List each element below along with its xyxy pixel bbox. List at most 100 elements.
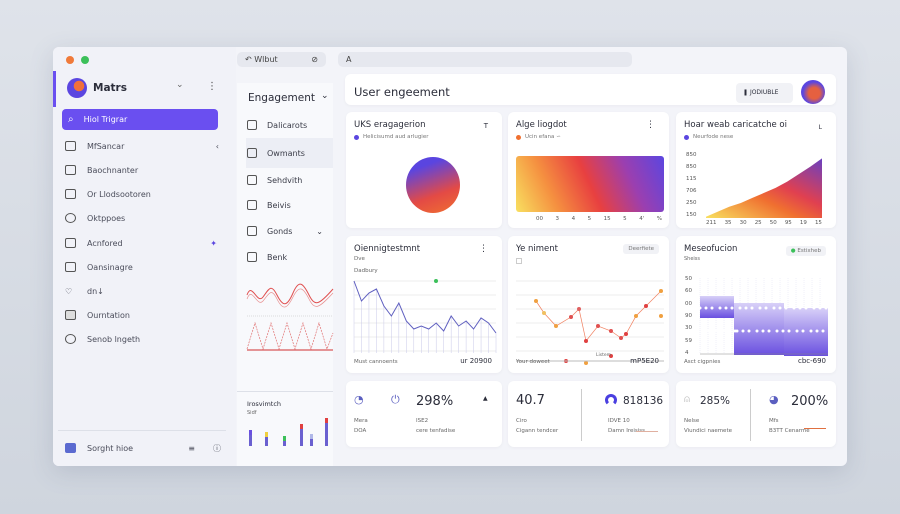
dense-dot [809,329,813,333]
nav-item-4[interactable]: Beivis [247,195,329,215]
sidebar-item-label: MfSancar [87,141,125,151]
mini-bar-base [310,439,313,446]
tick-label: 4 [685,349,689,356]
nav-item-1[interactable]: Dalicarots [247,115,329,135]
app-window: Matrs ⌄ ⋮ ⌕ Hiol Trigrar MfSancar ‹ Baochn… [53,47,847,466]
tick-label: 00 [536,216,543,222]
sidebar-footer-item[interactable]: Sorght hioe ≡ ⓘ [65,438,225,458]
nav-item-2[interactable]: Owmants [247,143,329,163]
dense-dot [741,329,745,333]
tick-label: 50 [685,276,692,282]
sidebar-item-4[interactable]: Oktppoes [65,208,225,228]
area-series [706,158,822,218]
globe-icon: ◕ [769,393,779,406]
dense-dot [738,306,742,310]
sidebar-item-label: Or Llodsootoren [87,189,151,199]
card-title: Meseofucion [684,244,738,254]
users-icon [65,165,76,175]
folder-icon [247,252,257,262]
window-close-button[interactable] [66,56,74,64]
dense-dot [713,329,717,333]
address-bar[interactable]: A [338,52,632,67]
dense-dot [750,306,754,310]
kpi-label: DOA [354,428,367,434]
dense-chart [698,278,828,356]
sidebar-item-6[interactable]: Oansinagre [65,257,225,277]
sidebar-item-8[interactable]: Ourntation [65,305,225,325]
more-vertical-icon[interactable]: ⋮ [646,120,655,130]
scatter-point [596,324,600,328]
dense-dot [758,306,762,310]
window-zoom-button[interactable] [81,56,89,64]
filter-badge[interactable]: Deerfiete [623,244,659,254]
user-avatar[interactable] [801,80,825,104]
footer-value: cbc-690 [797,357,826,365]
sidebar-item-3[interactable]: Or Llodsootoren [65,184,225,204]
sidebar-item-1[interactable]: MfSancar ‹ [65,136,225,156]
x-axis: 211 35 30 25 50 95 19 15 [706,220,822,226]
dense-dot [821,329,825,333]
scatter-point [659,314,663,318]
sparkline [804,428,826,429]
mini-bar-base [249,435,252,446]
tick-label: 4 [571,216,576,222]
kpi-label: Mera [354,418,368,424]
tick-label: 211 [706,220,717,226]
divider [58,430,226,431]
legend-label: Neurfode nese [693,134,734,140]
more-vertical-icon[interactable]: ⋮ [479,244,488,254]
nav-item-5[interactable]: Gonds ⌄ [247,221,329,241]
scatter-point [542,311,546,315]
checkbox[interactable] [516,258,522,264]
nav-item-6[interactable]: Benk [247,247,329,267]
trend-up-icon: ▲ [483,395,488,402]
nav-label: Dalicarots [267,120,308,130]
dense-dot [724,306,728,310]
dense-dot [764,306,768,310]
dense-dot [801,329,805,333]
sidebar-item-2[interactable]: Baochnanter [65,160,225,180]
globe-icon: ◔ [354,393,364,406]
kpi-label: cere tenfadise [416,428,456,434]
card-subtitle: Dve [354,256,365,262]
file-icon [247,175,257,185]
sidebar-item-label: Oansinagre [87,262,133,272]
tick-label: 19 [799,220,807,226]
sidebar-item-7[interactable]: ♡ dn↓ [65,281,225,301]
sidebar-item-active[interactable]: ⌕ Hiol Trigrar [62,109,218,130]
calendar-icon [247,120,257,130]
keyboard-icon [65,310,76,320]
heatmap-card: Alge liogdot ⋮ Ucin efana ∽ 00 3 4 5 15 5 4'% [508,112,669,228]
dense-dot [730,306,734,310]
nav-item-3[interactable]: Sehdvith [247,170,329,190]
sidebar-item-9[interactable]: Senob lngeth [65,329,225,349]
kpi-value: 298% [416,394,454,409]
more-vertical-icon[interactable]: ⋮ [207,81,217,92]
status-badge: ● Estixheb [785,246,826,256]
scatter-point [584,339,588,343]
tick-label: 95 [784,220,792,226]
export-button[interactable]: ❚ JODIUBLE [736,83,793,103]
search-bar[interactable]: ↶ Wlbut ⊘ [237,52,326,67]
chevron-down-icon[interactable]: ⌄ [321,91,329,101]
card-menu[interactable]: L [818,124,822,131]
tick-label: 59 [685,337,692,344]
dense-dot [707,329,711,333]
chevron-down-icon[interactable]: ⌄ [176,80,184,90]
divider [581,389,582,441]
filter-icon[interactable]: ≡ [188,443,195,453]
dense-dot [778,306,782,310]
sidebar-item-5[interactable]: Acnfored ✦ [65,233,225,253]
kpi-label: B3TT Cenarme [769,428,810,434]
section-title: Engagement [248,92,315,104]
dense-dot [795,329,799,333]
brand-name: Matrs [93,82,127,94]
scatter-card: Ye niment Deerfiete Your doweet Listem m… [508,236,669,373]
sidebar-item-label: Senob lngeth [87,334,141,344]
scatter-point [634,314,638,318]
kpi-value: 285% [700,395,731,407]
scatter-point [659,289,663,293]
card-menu[interactable]: T [483,122,488,130]
grid-icon [65,141,76,151]
info-icon[interactable]: ⓘ [213,443,221,453]
